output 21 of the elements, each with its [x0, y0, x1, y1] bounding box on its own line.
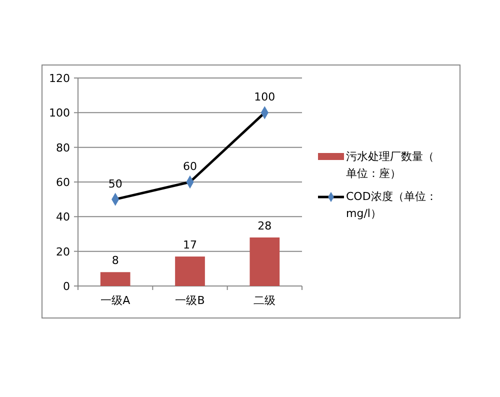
y-tick-label: 20: [56, 245, 70, 258]
x-tick-label: 二级: [254, 294, 276, 307]
x-tick-label: 一级B: [175, 294, 205, 307]
y-tick-label: 40: [56, 210, 70, 224]
bar: [250, 237, 280, 286]
data-label: 28: [258, 219, 272, 232]
legend-label: 污水处理厂数量（单位：座）: [346, 150, 434, 180]
data-label: 17: [183, 238, 197, 252]
y-tick-label: 0: [63, 280, 70, 293]
data-label: 8: [112, 254, 119, 268]
y-tick-label: 100: [49, 106, 70, 120]
y-tick-label: 60: [56, 176, 70, 189]
y-tick-label: 120: [49, 72, 70, 85]
legend-label: COD浓度（单位：mg/l）: [346, 190, 437, 220]
data-label: 60: [183, 160, 197, 173]
bar: [100, 272, 130, 286]
y-tick-label: 80: [56, 141, 70, 154]
x-tick-label: 一级A: [100, 294, 131, 307]
data-label: 50: [108, 177, 122, 190]
bar: [175, 256, 205, 286]
data-label: 100: [254, 90, 276, 104]
